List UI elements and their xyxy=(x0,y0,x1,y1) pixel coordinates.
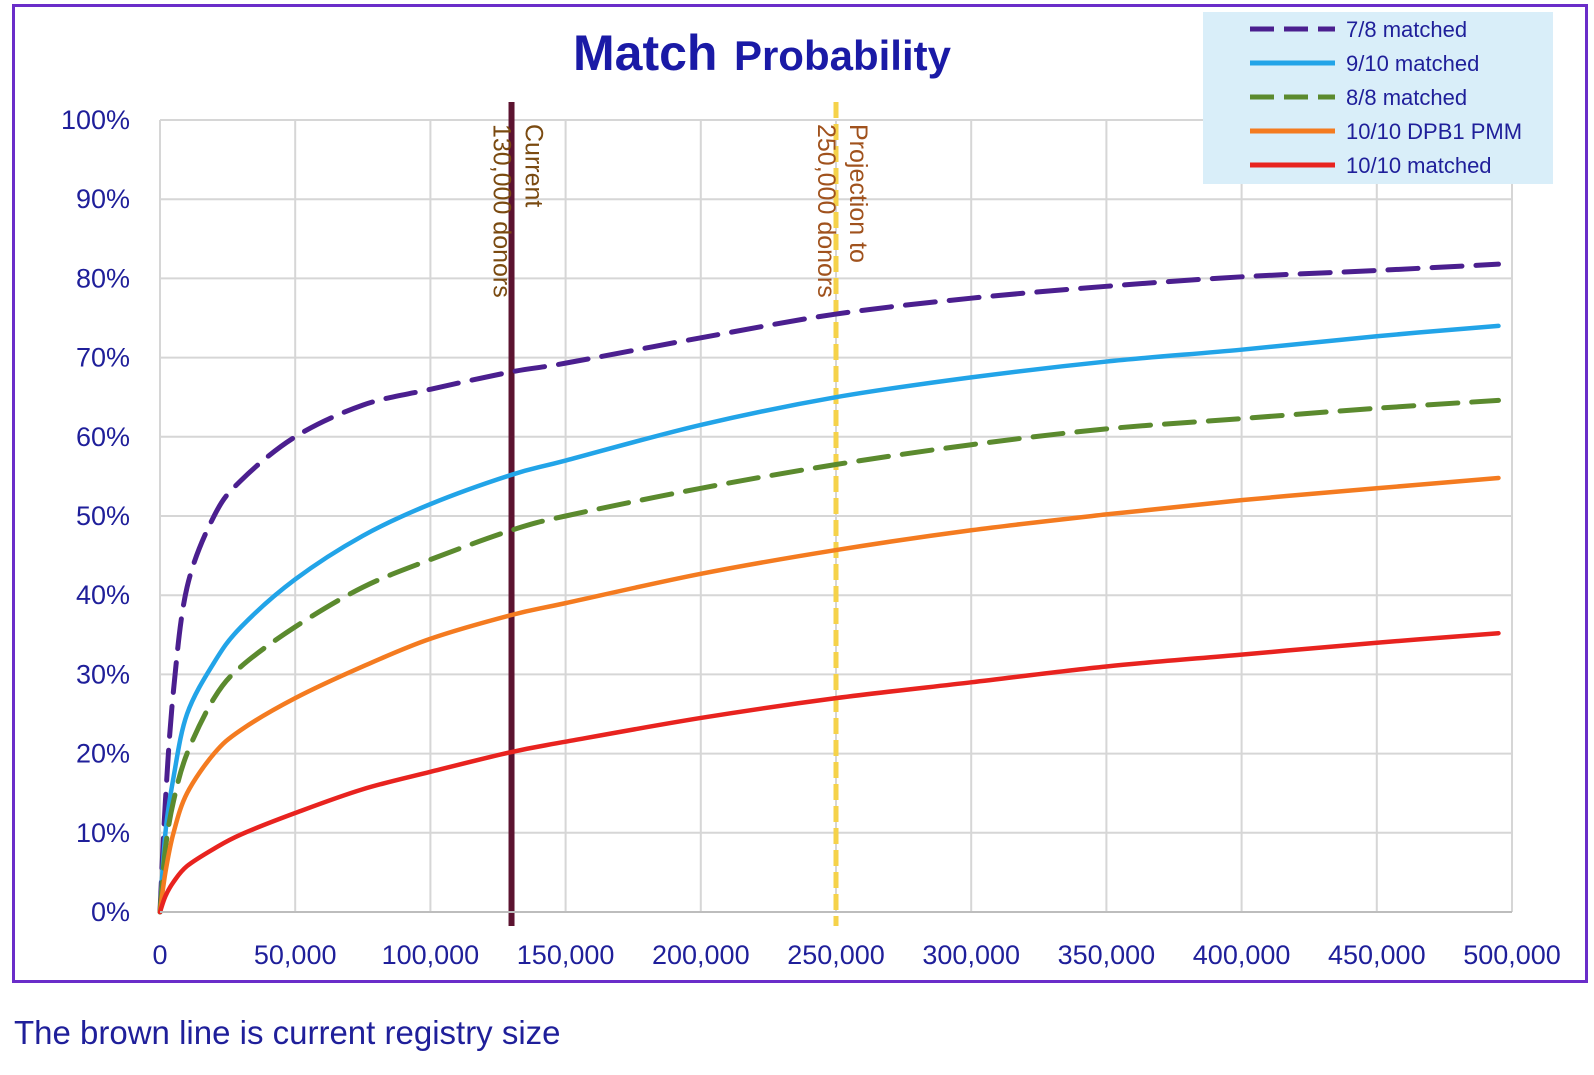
x-tick-label: 200,000 xyxy=(652,940,750,970)
current-label: Current xyxy=(520,124,548,207)
legend: 7/8 matched 9/10 matched 8/8 matched 10/10 … xyxy=(1203,12,1553,184)
x-tick-label: 100,000 xyxy=(382,940,480,970)
footnote: The brown line is current registry size xyxy=(14,1014,561,1051)
x-tick-label: 250,000 xyxy=(787,940,885,970)
y-tick-label: 60% xyxy=(76,422,130,452)
y-tick-label: 90% xyxy=(76,184,130,214)
y-tick-label: 10% xyxy=(76,818,130,848)
x-tick-label: 450,000 xyxy=(1328,940,1426,970)
projection-donors-label: 250,000 donors xyxy=(812,124,840,298)
y-tick-label: 0% xyxy=(91,897,130,927)
x-tick-label: 500,000 xyxy=(1463,940,1561,970)
grid-lines xyxy=(159,119,1513,913)
series-line-1 xyxy=(157,261,1501,915)
legend-label-2: 9/10 matched xyxy=(1346,51,1479,76)
x-tick-label: 50,000 xyxy=(254,940,337,970)
y-tick-label: 100% xyxy=(61,105,130,135)
y-tick-label: 80% xyxy=(76,263,130,293)
chart-title-rest: Probability xyxy=(734,32,952,79)
chart-title-main: Match xyxy=(573,25,717,81)
x-tick-label: 0 xyxy=(152,940,167,970)
series-line-4 xyxy=(157,475,1501,915)
y-tick-label: 40% xyxy=(76,580,130,610)
x-tick-label: 350,000 xyxy=(1058,940,1156,970)
legend-label-1: 7/8 matched xyxy=(1346,17,1467,42)
projection-label: Projection to xyxy=(844,124,872,263)
legend-label-4: 10/10 DPB1 PMM xyxy=(1346,119,1522,144)
chart-title: Match Probability xyxy=(573,25,952,81)
axes: 0% 10% 20% 30% 40% 50% 60% 70% 80% 90% 100% 0 50,000… xyxy=(61,105,1561,970)
series-lines xyxy=(157,261,1501,915)
x-tick-label: 150,000 xyxy=(517,940,615,970)
x-tick-label: 400,000 xyxy=(1193,940,1291,970)
chart-frame xyxy=(12,4,1588,983)
y-tick-label: 70% xyxy=(76,343,130,373)
series-line-2 xyxy=(157,323,1501,915)
y-tick-label: 20% xyxy=(76,739,130,769)
legend-label-5: 10/10 matched xyxy=(1346,153,1492,178)
legend-label-3: 8/8 matched xyxy=(1346,85,1467,110)
x-tick-label: 300,000 xyxy=(922,940,1020,970)
series-line-3 xyxy=(157,397,1501,915)
series-line-5 xyxy=(157,630,1501,915)
y-tick-label: 50% xyxy=(76,501,130,531)
current-donors-label: 130,000 donors xyxy=(488,124,516,298)
y-tick-label: 30% xyxy=(76,659,130,689)
